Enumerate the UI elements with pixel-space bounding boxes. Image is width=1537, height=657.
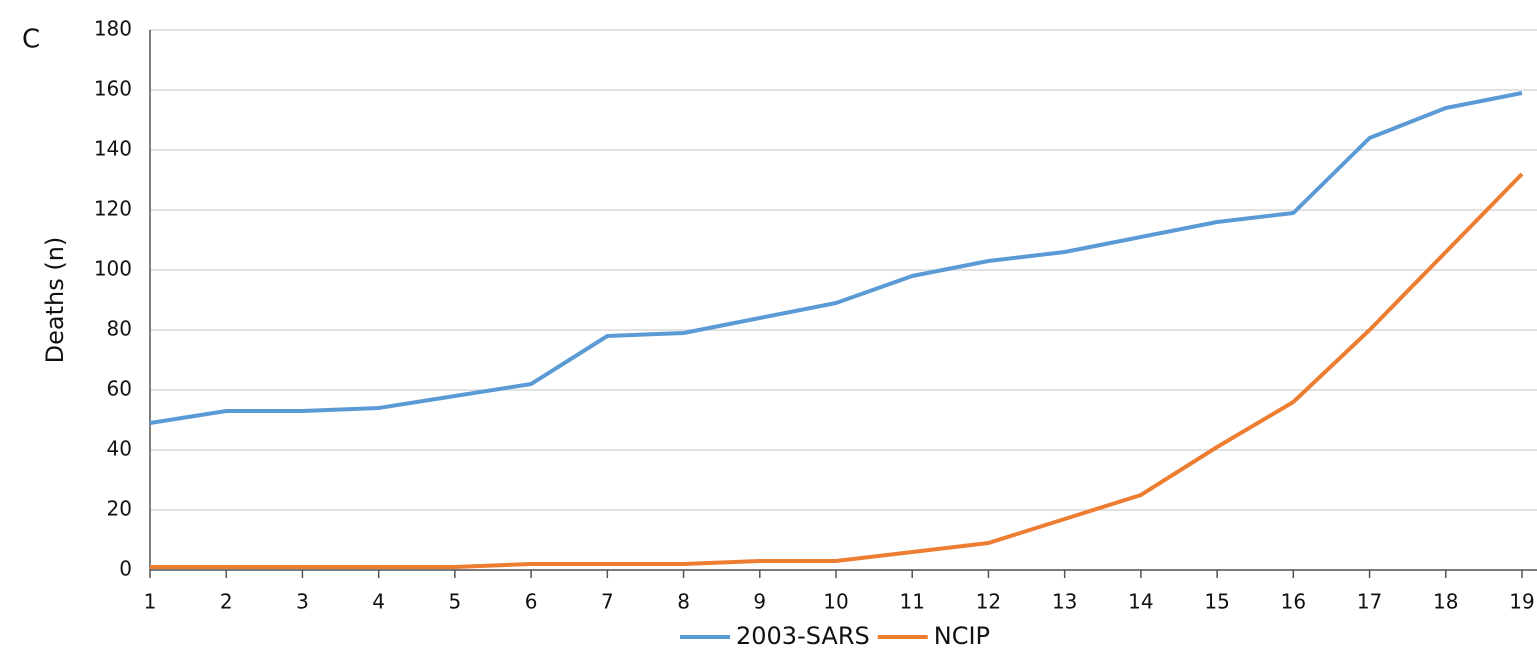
x-tick-label: 2	[220, 590, 233, 614]
y-tick-label: 40	[107, 437, 132, 461]
data-line	[150, 172, 1524, 569]
data-line	[149, 91, 1523, 425]
x-tick-label: 15	[1204, 590, 1229, 614]
y-tick-label: 160	[94, 77, 132, 101]
y-tick-label: 100	[94, 257, 132, 281]
x-tick-label: 10	[823, 590, 848, 614]
y-tick-label: 140	[94, 137, 132, 161]
x-tick-label: 9	[753, 590, 766, 614]
x-tick-label: 8	[677, 590, 690, 614]
x-tick-label: 17	[1357, 590, 1382, 614]
x-tick-label: 11	[899, 590, 924, 614]
x-tick-label: 6	[525, 590, 538, 614]
y-axis-label: Deaths (n)	[41, 237, 69, 364]
x-tick-label: 5	[449, 590, 462, 614]
x-tick-label: 4	[372, 590, 385, 614]
legend-label: NCIP	[934, 622, 990, 650]
x-tick-label: 12	[976, 590, 1001, 614]
x-tick-label: 19	[1509, 590, 1534, 614]
y-tick-label: 0	[119, 557, 132, 581]
x-tick-label: 1	[144, 590, 157, 614]
panel-label: C	[22, 25, 40, 55]
y-tick-label: 80	[107, 317, 132, 341]
x-tick-label: 3	[296, 590, 309, 614]
y-tick-label: 60	[107, 377, 132, 401]
x-tick-label: 7	[601, 590, 614, 614]
x-tick-label: 18	[1433, 590, 1458, 614]
legend-label: 2003-SARS	[736, 622, 870, 650]
y-tick-label: 120	[94, 197, 132, 221]
y-tick-label: 180	[94, 17, 132, 41]
x-tick-label: 16	[1281, 590, 1306, 614]
y-tick-label: 20	[107, 497, 132, 521]
x-tick-label: 14	[1128, 590, 1153, 614]
x-tick-label: 13	[1052, 590, 1077, 614]
